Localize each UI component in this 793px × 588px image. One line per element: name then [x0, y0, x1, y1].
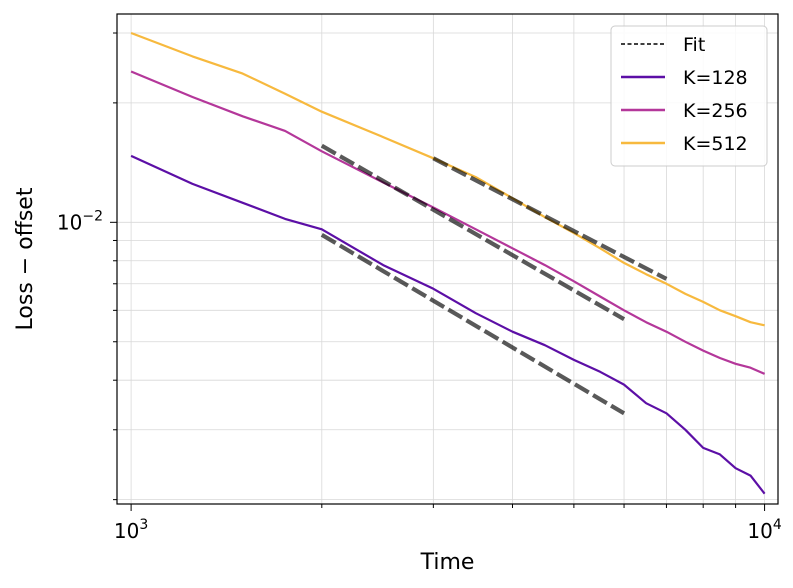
- series-line-k256: [130, 70, 766, 375]
- legend: Fit K=128 K=256 K=512: [610, 25, 768, 167]
- legend-box: [610, 25, 768, 167]
- plot-area-frame: [116, 13, 779, 505]
- legend-label: K=512: [683, 133, 748, 155]
- axis-ticks: 103 104 10−2: [57, 32, 782, 543]
- fit-lines: [320, 143, 668, 416]
- x-tick-label: 103: [114, 517, 148, 543]
- legend-label: Fit: [683, 34, 705, 56]
- x-axis-label: Time: [420, 550, 475, 575]
- legend-k256: K=256: [621, 100, 748, 122]
- y-axis-label: Loss − offset: [13, 187, 38, 330]
- fit-line-k128: [320, 233, 626, 416]
- series-line-k128: [130, 154, 766, 495]
- fit-line-k512: [432, 156, 668, 281]
- legend-label: K=128: [683, 67, 748, 89]
- fit-line-k256: [320, 143, 626, 321]
- legend-k128: K=128: [621, 67, 748, 89]
- legend-fit: Fit: [621, 34, 705, 56]
- legend-k512: K=512: [621, 133, 748, 155]
- x-tick-label: 104: [747, 517, 781, 543]
- y-tick-label: 10−2: [57, 208, 103, 234]
- legend-label: K=256: [683, 100, 748, 122]
